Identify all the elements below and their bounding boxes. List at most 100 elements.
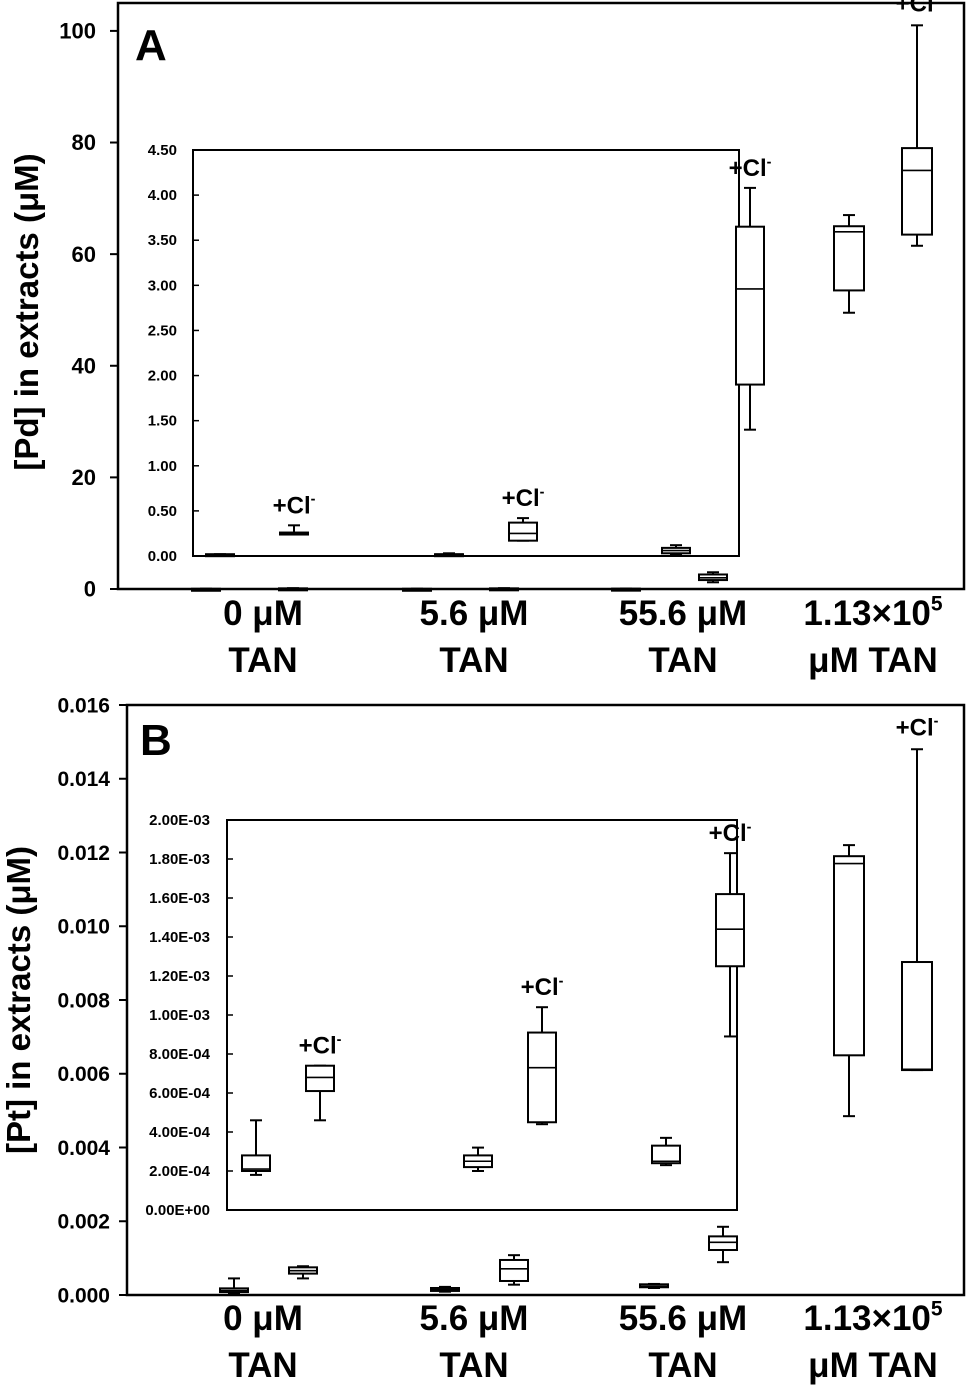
panel-b-y-axis: 0.000 0.002 0.004 0.006 0.008 0.010 0.012 0.014…: [57, 694, 127, 1307]
inset-y-tick-label: 1.80E-03: [149, 851, 210, 868]
inset-y-tick-label: 6.00E-04: [149, 1085, 211, 1102]
box-plot-cl: [278, 587, 308, 592]
box-plot: [611, 587, 641, 592]
x-group-label-line2: TAN: [439, 641, 508, 680]
inset-y-tick-label: 4.50: [148, 142, 177, 159]
panel-a-inset-y-axis: 0.00 0.50 1.00 1.50 2.00 2.50 3.00 3.50 4.00 4.50: [148, 142, 199, 565]
y-tick-label: 60: [72, 242, 96, 267]
inset-cl-annotation: +Cl-: [709, 820, 752, 848]
inset-box-plot-cl: [279, 524, 309, 536]
box-plot: [402, 587, 432, 592]
x-group-label: 0 μM: [223, 1299, 303, 1338]
inset-y-tick-label: 1.60E-03: [149, 890, 210, 907]
inset-y-tick-label: 1.00E-03: [149, 1007, 210, 1024]
y-tick-label: 40: [72, 353, 96, 378]
panel-a-x-labels: 0 μM TAN 5.6 μM TAN 55.6 μM TAN 1.13×105 μM TAN: [223, 592, 943, 680]
inset-y-tick-label: 2.00: [148, 368, 177, 385]
y-tick-label: 80: [72, 130, 96, 155]
box-plot-cl: [708, 1225, 738, 1264]
box-plot-cl: [901, 24, 933, 247]
panel-a-y-axis: 0 20 40 60 80 100: [59, 19, 118, 602]
panel-a-inset: 0.00 0.50 1.00 1.50 2.00 2.50 3.00 3.50 4.00 4.50…: [148, 142, 772, 565]
box-plot: [639, 1282, 669, 1289]
inset-y-tick-label: 0.50: [148, 503, 177, 520]
inset-box-plot-cl: [305, 1064, 335, 1122]
inset-box-plot-cl: [715, 852, 745, 1038]
y-tick-label: 0.000: [57, 1284, 110, 1307]
x-group-label-line2: μM TAN: [808, 1346, 938, 1385]
panel-b-ylabel: [Pt] in extracts (μM): [0, 846, 37, 1154]
inset-y-tick-label: 8.00E-04: [149, 1046, 211, 1063]
inset-cl-annotation: +Cl-: [521, 974, 564, 1002]
box-plot-cl: [698, 571, 728, 584]
box-iqr: [508, 521, 538, 542]
x-group-label: 55.6 μM: [619, 1299, 747, 1338]
panel-b-inset: 0.00E+00 2.00E-04 4.00E-04 6.00E-04 8.00E-04…: [145, 812, 751, 1219]
panel-b-label: B: [140, 716, 172, 765]
inset-y-tick-label: 4.00: [148, 187, 177, 204]
box-iqr: [833, 855, 865, 1057]
y-tick-label: 0.006: [57, 1063, 110, 1086]
inset-y-tick-label: 1.40E-03: [149, 929, 210, 946]
box-plot: [430, 1285, 460, 1293]
inset-y-tick-label: 4.00E-04: [149, 1124, 211, 1141]
inset-box-plot: [463, 1146, 493, 1172]
y-tick-label: 0.008: [57, 989, 110, 1012]
box-iqr: [651, 1144, 681, 1165]
y-tick-label: 100: [59, 19, 96, 44]
panel-b-inset-y-axis: 0.00E+00 2.00E-04 4.00E-04 6.00E-04 8.00E-04…: [145, 812, 233, 1219]
x-group-label-line2: μM TAN: [808, 641, 938, 680]
box-iqr: [527, 1031, 557, 1124]
inset-box-plot: [205, 553, 235, 558]
panel-a-ylabel: [Pd] in extracts (μM): [8, 153, 45, 470]
box-iqr: [708, 1235, 738, 1252]
y-tick-label: 0.012: [57, 842, 110, 865]
inset-y-tick-label: 1.00: [148, 458, 177, 475]
inset-box-plot-cl: [508, 517, 538, 542]
inset-box-plot: [241, 1119, 271, 1176]
inset-y-tick-label: 0.00: [148, 548, 177, 565]
inset-box-plot: [661, 544, 691, 556]
y-tick-label: 0.010: [57, 916, 110, 939]
y-tick-label: 0.016: [57, 694, 110, 717]
panel-a-inset-frame: [192, 149, 740, 557]
panel-b-inset-boxes: +Cl- +Cl- +Cl-: [241, 820, 752, 1176]
inset-y-tick-label: 2.00E-03: [149, 812, 210, 829]
box-iqr: [499, 1258, 529, 1282]
panel-b: B [Pt] in extracts (μM) 0.0000.0020.0040…: [0, 694, 966, 1385]
box-iqr: [901, 961, 933, 1072]
box-iqr: [901, 147, 933, 236]
box-plot-cl: [499, 1254, 529, 1286]
x-group-label-line2: TAN: [648, 641, 717, 680]
x-group-label: 5.6 μM: [420, 1299, 529, 1338]
x-group-label: 1.13×105: [803, 1297, 943, 1338]
y-tick-label: 0.014: [57, 768, 110, 791]
box-plot-cl: [901, 748, 933, 1072]
panel-a-inset-boxes: +Cl- +Cl- +Cl-: [205, 154, 772, 558]
panel-b-boxes: +Cl-: [219, 714, 939, 1295]
inset-y-tick-label: 2.00E-04: [149, 1163, 211, 1180]
y-tick-label: 20: [72, 465, 96, 490]
cl-annotation: +Cl-: [896, 0, 939, 17]
x-group-label-line2: TAN: [648, 1346, 717, 1385]
panel-a-boxes: +Cl-: [191, 0, 939, 592]
box-plot-cl: [288, 1265, 318, 1280]
box-plot: [191, 587, 221, 592]
box-plot: [833, 214, 865, 314]
x-group-label-line2: TAN: [439, 1346, 508, 1385]
cl-annotation: +Cl-: [896, 714, 939, 742]
box-iqr: [715, 893, 745, 968]
panel-a-label: A: [135, 21, 167, 70]
y-tick-label: 0.004: [57, 1137, 110, 1160]
inset-y-tick-label: 2.50: [148, 322, 177, 339]
box-iqr: [735, 225, 765, 386]
x-group-label-line2: TAN: [228, 1346, 297, 1385]
y-tick-label: 0.002: [57, 1211, 110, 1234]
box-plot: [833, 844, 865, 1118]
inset-cl-annotation: +Cl-: [273, 492, 316, 520]
inset-box-plot-cl: [527, 1006, 557, 1126]
inset-cl-annotation: +Cl-: [502, 485, 545, 513]
inset-y-tick-label: 1.50: [148, 413, 177, 430]
y-tick-label: 0: [84, 577, 96, 602]
